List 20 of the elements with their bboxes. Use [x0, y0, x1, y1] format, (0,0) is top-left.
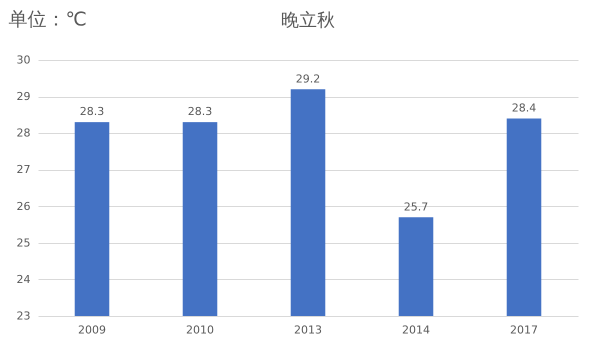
x-tick-label: 2014 — [402, 324, 430, 336]
x-tick-label: 2009 — [78, 324, 106, 336]
y-tick-label: 28 — [16, 126, 30, 140]
y-tick-label: 23 — [16, 310, 30, 322]
data-label: 28.4 — [512, 102, 536, 115]
y-tick-label: 30 — [16, 54, 30, 66]
x-tick-label: 2017 — [510, 324, 538, 336]
x-tick-label: 2013 — [294, 324, 322, 336]
y-tick-label: 25 — [16, 236, 30, 250]
data-label: 28.3 — [188, 105, 212, 118]
y-tick-label: 29 — [16, 90, 30, 104]
y-tick-label: 24 — [16, 272, 30, 286]
chart-title: 晚立秋 — [281, 10, 335, 31]
data-label: 29.2 — [296, 72, 320, 86]
y-axis-title: 单位：℃ — [8, 8, 87, 30]
y-tick-label: 27 — [16, 163, 30, 176]
y-tick-label: 26 — [16, 200, 30, 213]
data-label: 25.7 — [404, 200, 428, 214]
x-tick-label: 2010 — [186, 324, 214, 336]
data-label: 28.3 — [80, 105, 104, 118]
